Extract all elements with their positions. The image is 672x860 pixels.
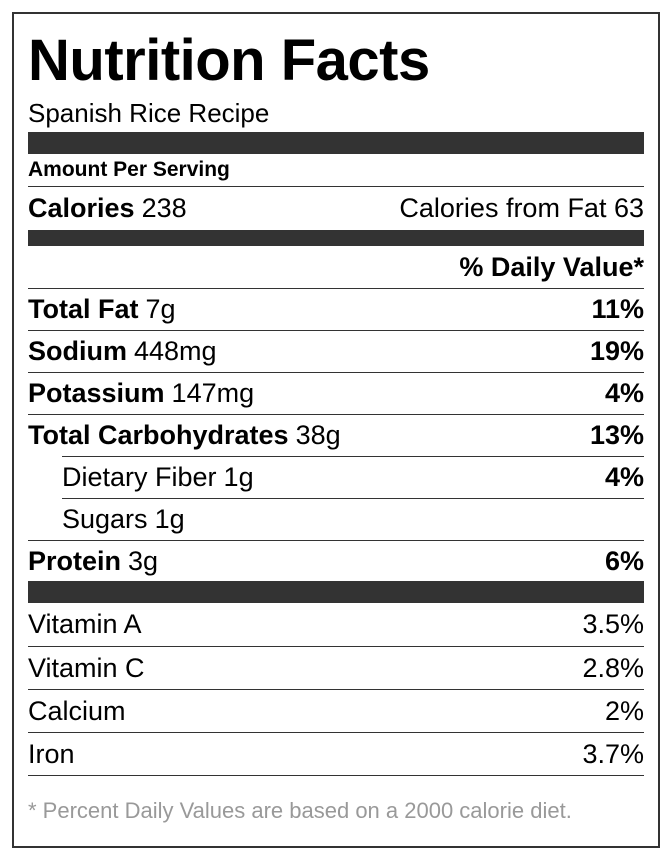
daily-value: 3.5% [582,609,644,639]
daily-value: 13% [589,420,644,450]
nutrient-name: Total Carbohydrates [28,420,289,450]
nutrient-name: Total Fat [28,294,139,324]
vitamin-name: Calcium [28,695,126,726]
nutrient: Total Fat 7g [28,294,176,325]
daily-value: 3.7% [582,738,644,769]
calories: Calories 238 [28,193,187,224]
nutrient-amount: 147mg [171,378,255,408]
nutrient-amount: 38g [295,420,341,450]
nutrient-amount: 1g [223,462,254,492]
calories-value: 238 [141,193,187,223]
footnote: * Percent Daily Values are based on a 20… [28,775,644,846]
nutrient-name: Sodium [28,336,127,366]
vitamin-name: Vitamin C [28,652,145,683]
calories-row: Calories 238 Calories from Fat 63 [28,187,644,230]
calories-label: Calories [28,193,135,223]
nutrients: Total Fat 7g 11% Sodium 448mg 19% Potassium 147… [28,288,644,582]
nutrient-row: Sugars 1g [62,498,644,540]
vitamin-row: Iron 3.7% [28,732,644,775]
vitamin-name: Vitamin A [28,609,142,639]
daily-value: 19% [589,336,644,366]
daily-value: 4% [604,378,644,408]
nutrient-row: Potassium 147mg 4% [28,372,644,414]
dv-header-row: % Daily Value* [28,246,644,288]
nutrient: Dietary Fiber 1g [62,462,254,493]
thick-divider [28,581,644,603]
nutrient-row: Total Fat 7g 11% [28,288,644,330]
nutrient-row: Dietary Fiber 1g 4% [62,456,644,498]
amount-per-serving: Amount Per Serving [28,154,644,187]
nutrient-row: Sodium 448mg 19% [28,330,644,372]
calories-from-fat: Calories from Fat 63 [399,193,644,223]
nutrient: Protein 3g [28,546,158,577]
thick-divider [28,132,644,154]
daily-value: 11% [591,294,644,324]
dv-header: % Daily Value* [459,251,644,282]
daily-value: 6% [604,546,644,576]
daily-value: 4% [604,462,644,492]
nutrient: Potassium 147mg [28,378,254,409]
vitamin-row: Vitamin C 2.8% [28,646,644,689]
nutrient-name: Dietary Fiber [62,462,217,492]
nutrient-amount: 7g [145,294,176,324]
nutrient-amount: 1g [154,504,185,534]
nutrient: Sodium 448mg [28,336,217,367]
nutrient: Sugars 1g [62,504,185,535]
vitamin-row: Calcium 2% [28,689,644,732]
nutrient-name: Protein [28,546,122,576]
title: Nutrition Facts [28,28,430,93]
nutrient-amount: 3g [128,546,159,576]
vitamin-row: Vitamin A 3.5% [28,603,644,646]
vitamin-name: Iron [28,738,75,769]
nutrient-name: Potassium [28,378,165,408]
nutrient-name: Sugars [62,504,148,534]
nutrition-label: Nutrition Facts Spanish Rice Recipe Amou… [12,12,660,848]
nutrient: Total Carbohydrates 38g [28,420,341,451]
nutrient-amount: 448mg [134,336,217,366]
vitamins: Vitamin A 3.5% Vitamin C 2.8% Calcium 2% Iron 3… [28,603,644,775]
nutrient-row: Total Carbohydrates 38g 13% [28,414,644,456]
nutrient-row: Protein 3g 6% [28,540,644,582]
daily-value: 2.8% [582,652,644,683]
thick-divider [28,230,644,246]
subtitle: Spanish Rice Recipe [28,98,270,128]
daily-value: 2% [604,695,644,726]
